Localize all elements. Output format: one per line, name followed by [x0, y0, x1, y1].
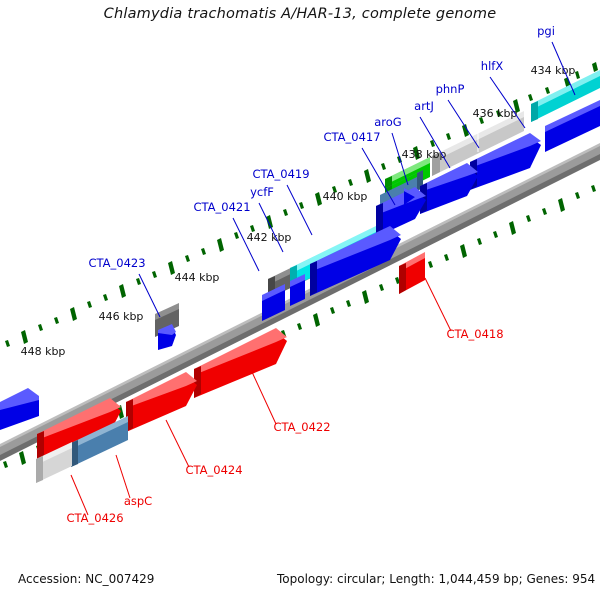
gene-leader-cta0424	[165, 419, 190, 468]
feature-red-cta0422[interactable]	[194, 328, 287, 398]
feature-cyan-pgi[interactable]	[531, 70, 600, 122]
ruler-label: 434 kbp	[531, 64, 576, 77]
gene-label-phnp[interactable]: phnP	[436, 82, 465, 96]
accession-text: Accession: NC_007429	[18, 572, 155, 586]
gene-leader-artj	[419, 116, 451, 169]
gene-leader-cta0426	[70, 474, 89, 516]
feature-red-cta0426[interactable]	[37, 398, 121, 464]
gene-label-pgi[interactable]: pgi	[537, 24, 555, 38]
gene-label-cta0426[interactable]: CTA_0426	[66, 511, 123, 525]
ruler-label: 436 kbp	[473, 107, 518, 120]
gene-leader-cta0423	[138, 273, 161, 318]
feature-blue-arrow-left-edge[interactable]	[0, 388, 39, 430]
ruler-label: 448 kbp	[21, 345, 66, 358]
ruler-label: 438 kbp	[402, 148, 447, 161]
feature-blue-arrow-8[interactable]	[158, 324, 176, 350]
feature-blue-arrow-5[interactable]	[310, 226, 401, 296]
gene-leader-cta0421	[232, 217, 260, 272]
gene-label-cta0423[interactable]: CTA_0423	[88, 256, 145, 270]
gene-label-cta0418[interactable]: CTA_0418	[446, 327, 503, 341]
gene-label-ycff[interactable]: ycfF	[250, 185, 274, 199]
gene-label-leader-group	[70, 41, 576, 516]
gene-label-aspc[interactable]: aspC	[124, 494, 152, 508]
page-title: Chlamydia trachomatis A/HAR-13, complete…	[103, 6, 497, 22]
gene-label-hlfx[interactable]: hlfX	[481, 59, 504, 73]
ruler-label: 444 kbp	[175, 271, 220, 284]
feature-blue-triangle[interactable]	[404, 188, 415, 205]
genome-meta-text: Topology: circular; Length: 1,044,459 bp…	[277, 572, 596, 586]
gene-label-arog[interactable]: aroG	[374, 115, 401, 129]
ruler-label: 446 kbp	[99, 310, 144, 323]
gene-label-cta0421[interactable]: CTA_0421	[193, 200, 250, 214]
feature-red-cta0424[interactable]	[126, 372, 197, 432]
feature-blue-arrow-7[interactable]	[262, 284, 285, 321]
feature-gray-hlfx[interactable]	[432, 111, 524, 176]
gene-leader-cta0417	[361, 147, 396, 206]
gene-label-group[interactable]: pgi hlfX phnP artJ aroG CTA_0417 CTA_041…	[66, 24, 554, 525]
gene-leader-cta0418	[424, 277, 452, 332]
gene-leader-aspc	[115, 454, 131, 499]
status-bar: Accession: NC_007429 Topology: circular;…	[0, 566, 600, 600]
ruler-label: 442 kbp	[247, 231, 292, 244]
gene-label-cta0417[interactable]: CTA_0417	[323, 130, 380, 144]
ruler-ticks-upper	[5, 62, 598, 347]
gene-leader-arog	[391, 132, 409, 186]
gene-leader-cta0422	[251, 371, 277, 425]
feature-blue-arrow-1[interactable]	[545, 100, 600, 152]
reverse-strand-feature-row[interactable]	[0, 100, 600, 483]
gene-leader-cta0419	[286, 184, 313, 236]
gene-leader-pgi	[551, 41, 576, 96]
gene-label-cta0424[interactable]: CTA_0424	[185, 463, 242, 477]
feature-red-cta0418[interactable]	[399, 252, 425, 294]
gene-label-artj[interactable]: artJ	[414, 99, 434, 113]
ruler-label-group: 434 kbp 436 kbp 438 kbp 440 kbp 442 kbp …	[21, 64, 576, 358]
gene-leader-phnp	[447, 99, 480, 149]
gene-label-cta0422[interactable]: CTA_0422	[273, 420, 330, 434]
feature-blue-arrow-6[interactable]	[290, 274, 305, 306]
ruler-label: 440 kbp	[323, 190, 368, 203]
gene-leader-hlfx	[489, 76, 526, 129]
gene-leader-ycff	[258, 202, 284, 253]
gene-label-cta0419[interactable]: CTA_0419	[252, 167, 309, 181]
feature-steel-aspc[interactable]	[71, 416, 128, 467]
feature-gray-cta0426[interactable]	[36, 442, 72, 483]
